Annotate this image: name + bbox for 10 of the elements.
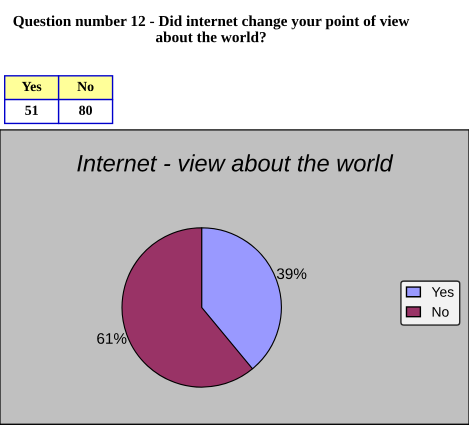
text: 51 (25, 106, 38, 115)
category-label: No (77, 82, 94, 92)
category-label: Yes (22, 82, 42, 92)
legend-label: Yes (432, 287, 454, 297)
data-label: 61% (97, 333, 126, 344)
text: 80 (79, 106, 92, 115)
chart-subtitle: Internet - view about the world (77, 154, 394, 172)
chart-title: Question number 12 - Did internet change your point of view about the world? (13, 15, 410, 42)
legend-label: No (432, 307, 449, 317)
data-label: 39% (276, 268, 306, 280)
